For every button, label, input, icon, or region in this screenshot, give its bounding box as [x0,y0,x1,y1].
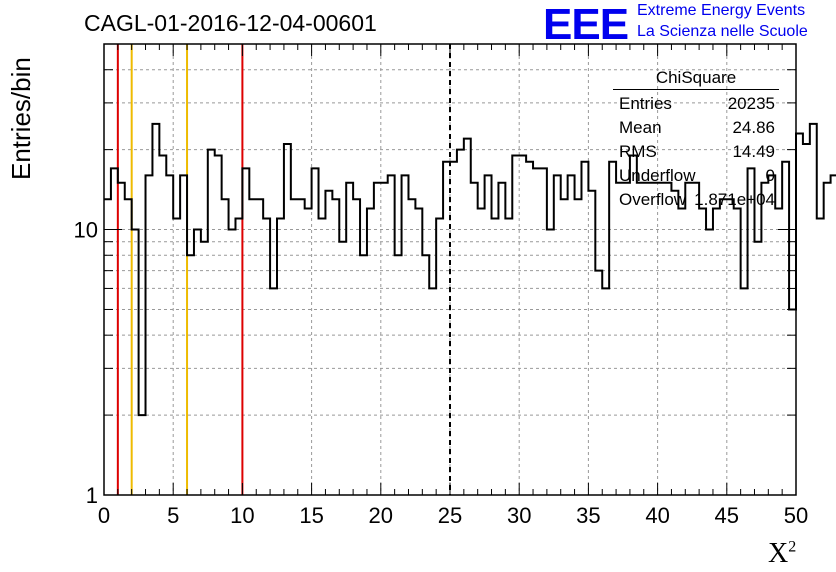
x-tick-label: 10 [230,503,254,528]
axes [103,43,797,496]
stat-value: 20235 [727,94,775,113]
stat-value: 24.86 [732,118,775,137]
chart-title: CAGL-01-2016-12-04-00601 [84,10,377,36]
x-tick-label: 30 [507,503,531,528]
grid-lines [103,44,797,496]
stat-row-entries: Entries 20235 [613,92,779,116]
x-tick-label: 40 [645,503,669,528]
tick-labels: 0 5 10 15 20 25 30 35 40 45 50 1 10 [74,218,809,528]
logo-line-1: Extreme Energy Events [637,2,806,19]
stat-value: 14.49 [732,142,775,161]
x-axis-label: X2 [768,538,796,570]
x-tick-label: 5 [167,503,179,528]
stat-value: 0 [765,166,775,185]
y-tick-label: 1 [86,483,98,508]
x-axis-label-base: X [768,538,789,569]
eee-logo: EEE [543,0,629,49]
histogram-bins [104,122,836,417]
y-tick-label: 10 [74,218,98,243]
stat-row-underflow: Underflow 0 [613,164,779,188]
stat-row-overflow: Overflow 1.871e+04 [613,188,779,212]
stat-label: Underflow [619,166,696,185]
x-axis-label-sup: 2 [788,538,797,556]
x-tick-label: 20 [369,503,393,528]
stat-value: 1.871e+04 [694,190,775,209]
x-tick-label: 35 [576,503,600,528]
y-axis-label: Entries/bin [6,57,36,180]
x-tick-label: 0 [98,503,110,528]
histogram-step-line [104,122,836,417]
stat-label: Overflow [619,190,687,209]
logo-line-2: La Scienza nelle Scuole [637,23,808,40]
stat-label: RMS [619,142,657,161]
stat-label: Entries [619,94,672,113]
marker-lines [116,44,451,495]
stat-row-rms: RMS 14.49 [613,140,779,164]
x-tick-label: 45 [715,503,739,528]
stats-box: ChiSquare Entries 20235 Mean 24.86 RMS 14.4… [613,68,779,212]
stat-label: Mean [619,118,662,137]
x-tick-label: 15 [299,503,323,528]
x-tick-label: 25 [438,503,462,528]
stats-title: ChiSquare [613,68,779,90]
stat-row-mean: Mean 24.86 [613,116,779,140]
x-tick-label: 50 [784,503,808,528]
